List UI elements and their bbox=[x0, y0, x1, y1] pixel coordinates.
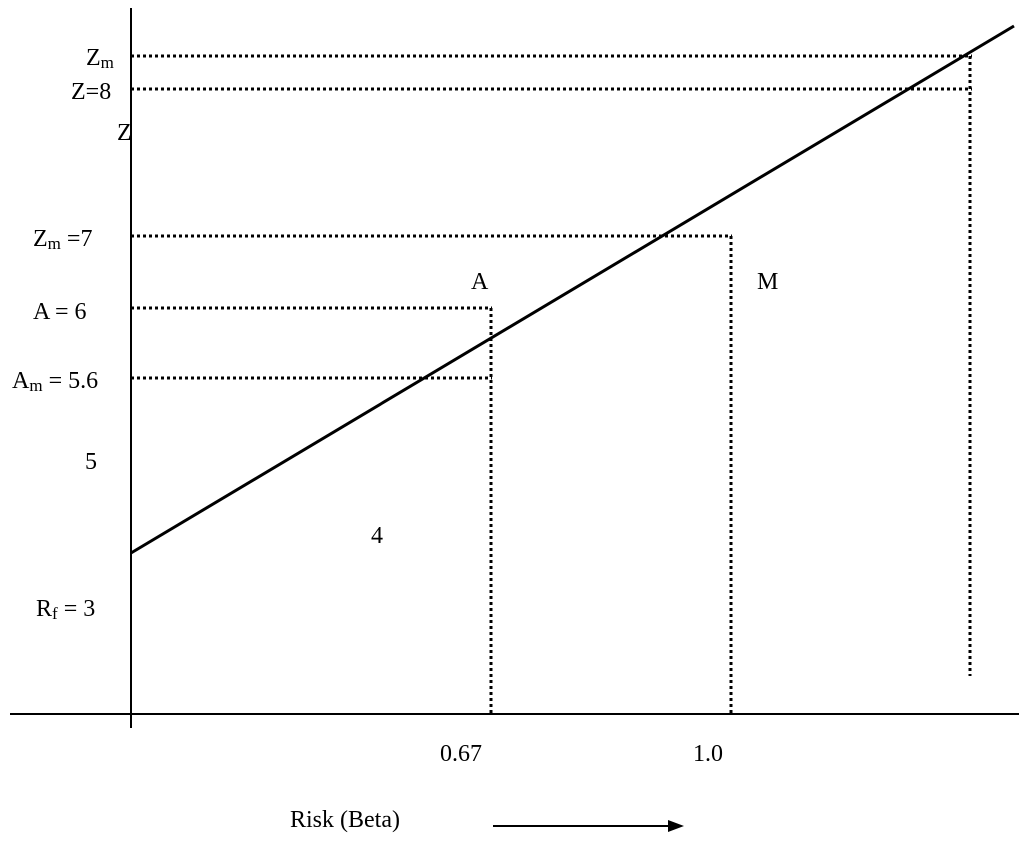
label-five: 5 bbox=[85, 449, 97, 475]
x-axis-label: Risk (Beta) bbox=[290, 807, 400, 833]
point-label-a: A bbox=[471, 269, 489, 295]
label-rf: Rf = 3 bbox=[36, 596, 96, 623]
label-z8: Z=8 bbox=[71, 79, 112, 105]
y-axis-label: Z bbox=[117, 120, 132, 146]
point-label-m: M bbox=[757, 269, 779, 295]
label-a6: A = 6 bbox=[33, 299, 87, 325]
security-market-line bbox=[130, 24, 1015, 555]
risk-arrow-head bbox=[668, 820, 684, 832]
x-tick-10: 1.0 bbox=[693, 741, 723, 767]
region-label-four: 4 bbox=[371, 523, 383, 549]
x-tick-067: 0.67 bbox=[440, 741, 482, 767]
label-am: Am = 5.6 bbox=[12, 368, 99, 395]
label-zm-top: Zm bbox=[86, 45, 114, 72]
label-zm7: Zm =7 bbox=[33, 226, 93, 253]
